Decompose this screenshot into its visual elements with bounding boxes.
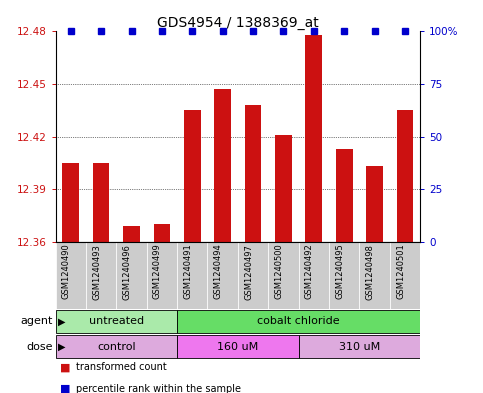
Bar <box>329 242 359 309</box>
Text: GSM1240496: GSM1240496 <box>123 244 131 299</box>
Text: GSM1240492: GSM1240492 <box>305 244 314 299</box>
Text: untreated: untreated <box>89 316 144 326</box>
Bar <box>238 242 268 309</box>
Bar <box>359 242 390 309</box>
Text: GSM1240499: GSM1240499 <box>153 244 162 299</box>
Text: dose: dose <box>27 342 53 352</box>
Bar <box>93 163 110 242</box>
Bar <box>397 110 413 242</box>
Bar <box>116 242 147 309</box>
Bar <box>123 226 140 242</box>
Text: GSM1240497: GSM1240497 <box>244 244 253 299</box>
Bar <box>366 166 383 242</box>
Bar <box>62 163 79 242</box>
Text: GSM1240498: GSM1240498 <box>366 244 375 299</box>
Text: cobalt chloride: cobalt chloride <box>257 316 340 326</box>
Text: ■: ■ <box>60 362 71 373</box>
Text: control: control <box>97 342 136 352</box>
Text: 310 uM: 310 uM <box>339 342 380 352</box>
Text: GSM1240495: GSM1240495 <box>335 244 344 299</box>
Bar <box>154 224 170 242</box>
Bar <box>177 242 208 309</box>
Text: ■: ■ <box>60 384 71 393</box>
Bar <box>305 35 322 242</box>
Bar <box>298 242 329 309</box>
Text: percentile rank within the sample: percentile rank within the sample <box>76 384 241 393</box>
Bar <box>56 335 177 358</box>
Bar <box>390 242 420 309</box>
Text: GSM1240491: GSM1240491 <box>183 244 192 299</box>
Text: GSM1240500: GSM1240500 <box>274 244 284 299</box>
Bar <box>147 242 177 309</box>
Bar <box>214 89 231 242</box>
Text: GSM1240490: GSM1240490 <box>62 244 71 299</box>
Bar <box>336 149 353 242</box>
Text: ▶: ▶ <box>58 316 66 326</box>
Bar <box>86 242 116 309</box>
Bar <box>298 335 420 358</box>
Text: agent: agent <box>21 316 53 326</box>
Bar <box>275 135 292 242</box>
Text: 160 uM: 160 uM <box>217 342 258 352</box>
Bar <box>56 310 177 333</box>
Bar <box>268 242 298 309</box>
Bar <box>177 310 420 333</box>
Bar <box>56 242 86 309</box>
Bar <box>177 335 298 358</box>
Text: GSM1240494: GSM1240494 <box>213 244 223 299</box>
Bar <box>184 110 200 242</box>
Text: transformed count: transformed count <box>76 362 167 373</box>
Text: ▶: ▶ <box>58 342 66 352</box>
Bar <box>208 242 238 309</box>
Text: GSM1240501: GSM1240501 <box>396 244 405 299</box>
Text: GSM1240493: GSM1240493 <box>92 244 101 299</box>
Bar <box>245 105 261 242</box>
Title: GDS4954 / 1388369_at: GDS4954 / 1388369_at <box>157 17 319 30</box>
